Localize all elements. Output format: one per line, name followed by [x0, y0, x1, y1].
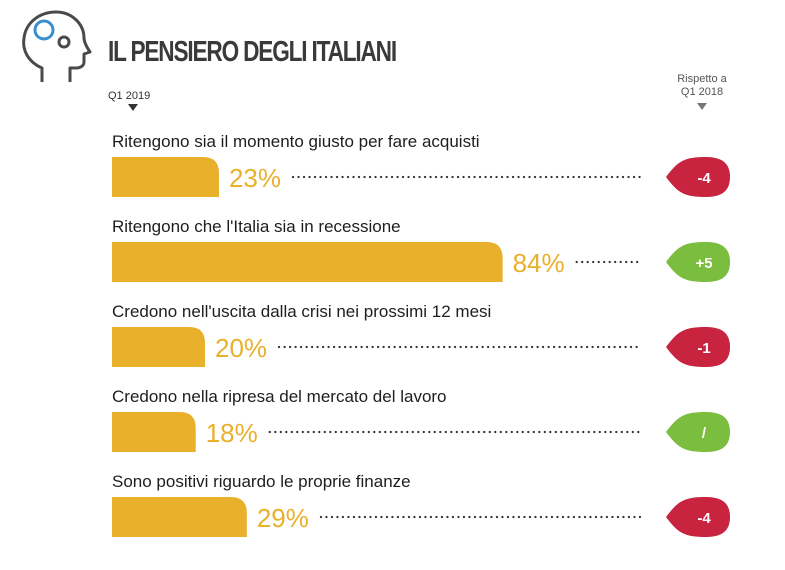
- column-marker-current: [128, 104, 138, 111]
- bar: [112, 242, 503, 282]
- change-badge: [666, 242, 730, 282]
- column-label-comparison-line1: Rispetto a: [677, 73, 727, 85]
- value-label: 29%: [257, 503, 309, 533]
- page-title: IL PENSIERO DEGLI ITALIANI: [108, 36, 397, 68]
- column-label-comparison: Rispetto a Q1 2018: [660, 73, 744, 99]
- bar: [112, 412, 196, 452]
- value-label: 18%: [206, 418, 258, 448]
- change-value: -4: [697, 170, 711, 187]
- change-badge: [666, 497, 730, 537]
- value-label: 20%: [215, 333, 267, 363]
- change-value: -1: [697, 340, 710, 357]
- change-value: /: [702, 425, 707, 442]
- row-label: Credono nella ripresa del mercato del la…: [112, 387, 447, 406]
- value-label: 84%: [513, 248, 565, 278]
- row-label: Ritengono che l'Italia sia in recessione: [112, 217, 401, 236]
- column-label-comparison-line2: Q1 2018: [680, 86, 724, 98]
- row-label: Ritengono sia il momento giusto per fare…: [112, 132, 480, 151]
- change-badge: [666, 157, 730, 197]
- change-badge: [666, 412, 730, 452]
- change-badge: [666, 327, 730, 367]
- row-label: Credono nell'uscita dalla crisi nei pros…: [112, 302, 491, 321]
- change-value: -4: [697, 510, 711, 527]
- value-label: 23%: [229, 163, 281, 193]
- change-value: +5: [695, 255, 712, 272]
- bar: [112, 327, 205, 367]
- bar: [112, 157, 219, 197]
- column-label-current: Q1 2019: [108, 90, 151, 102]
- head-thought-icon: [22, 10, 92, 82]
- column-marker-comparison: [697, 103, 707, 110]
- bar: [112, 497, 247, 537]
- row-label: Sono positivi riguardo le proprie finanz…: [112, 472, 411, 491]
